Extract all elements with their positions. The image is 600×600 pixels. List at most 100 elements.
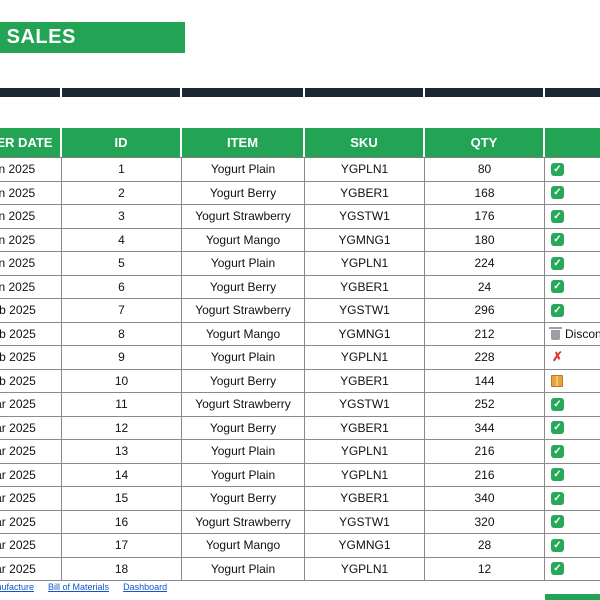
status-cell — [545, 252, 600, 275]
check-icon — [551, 468, 564, 482]
table-row: Feb 2025 10 Yogurt Berry YGBER1 144 — [0, 369, 600, 393]
tab-manufacture[interactable]: Manufacture — [0, 582, 35, 592]
table-row: Feb 2025 7 Yogurt Strawberry YGSTW1 296 — [0, 299, 600, 323]
id-cell: 9 — [62, 346, 182, 369]
table-row: Mar 2025 18 Yogurt Plain YGPLN1 12 — [0, 557, 600, 581]
qty-cell: 80 — [425, 158, 545, 181]
sku-cell: YGPLN1 — [305, 440, 425, 463]
sku-cell: YGSTW1 — [305, 205, 425, 228]
order-date-cell: Mar 2025 — [0, 557, 62, 580]
qty-cell: 176 — [425, 205, 545, 228]
id-cell: 12 — [62, 416, 182, 439]
item-cell: Yogurt Berry — [182, 487, 305, 510]
table-row: Jan 2025 6 Yogurt Berry YGBER1 24 — [0, 275, 600, 299]
order-date-cell: Jan 2025 — [0, 252, 62, 275]
check-icon — [551, 421, 564, 435]
status-cell — [545, 370, 600, 393]
summary-cell — [0, 88, 62, 97]
header-qty: QTY — [425, 128, 545, 157]
id-cell: 18 — [62, 557, 182, 580]
sku-cell: YGSTW1 — [305, 510, 425, 533]
status-cell — [545, 534, 600, 557]
id-cell: 13 — [62, 440, 182, 463]
check-icon — [551, 538, 564, 552]
status-cell — [545, 558, 600, 581]
summary-cell — [182, 88, 305, 97]
item-cell: Yogurt Plain — [182, 158, 305, 181]
item-cell: Yogurt Strawberry — [182, 510, 305, 533]
sku-cell: YGPLN1 — [305, 557, 425, 580]
id-cell: 16 — [62, 510, 182, 533]
id-cell: 7 — [62, 299, 182, 322]
table-row: Mar 2025 17 Yogurt Mango YGMNG1 28 — [0, 534, 600, 558]
status-cell — [545, 393, 600, 416]
sku-cell: YGPLN1 — [305, 158, 425, 181]
sku-cell: YGMNG1 — [305, 322, 425, 345]
id-cell: 2 — [62, 181, 182, 204]
header-item: ITEM — [182, 128, 305, 157]
table-row: Feb 2025 9 Yogurt Plain YGPLN1 228 — [0, 346, 600, 370]
header-order-date: ORDER DATE — [0, 128, 62, 157]
tab-dashboard[interactable]: Dashboard — [123, 582, 168, 592]
order-date-cell: Mar 2025 — [0, 534, 62, 557]
bottom-right-accent — [545, 594, 600, 600]
id-cell: 11 — [62, 393, 182, 416]
table-row: Mar 2025 15 Yogurt Berry YGBER1 340 — [0, 487, 600, 511]
qty-cell: 216 — [425, 440, 545, 463]
id-cell: 4 — [62, 228, 182, 251]
table-row: Jan 2025 3 Yogurt Strawberry YGSTW1 176 — [0, 205, 600, 229]
status-cell — [545, 464, 600, 487]
status-cell — [545, 417, 600, 440]
tab-bill-of-materials[interactable]: Bill of Materials — [48, 582, 110, 592]
order-date-cell: Mar 2025 — [0, 463, 62, 486]
id-cell: 15 — [62, 487, 182, 510]
qty-cell: 212 — [425, 322, 545, 345]
check-icon — [551, 186, 564, 200]
qty-cell: 228 — [425, 346, 545, 369]
sku-cell: YGSTW1 — [305, 393, 425, 416]
qty-cell: 12 — [425, 557, 545, 580]
order-date-cell: Jan 2025 — [0, 228, 62, 251]
table-row: Mar 2025 12 Yogurt Berry YGBER1 344 — [0, 416, 600, 440]
table-row: Mar 2025 11 Yogurt Strawberry YGSTW1 252 — [0, 393, 600, 417]
order-date-cell: Feb 2025 — [0, 369, 62, 392]
sku-cell: YGBER1 — [305, 487, 425, 510]
sku-cell: YGBER1 — [305, 369, 425, 392]
qty-cell: 168 — [425, 181, 545, 204]
qty-cell: 340 — [425, 487, 545, 510]
summary-cell — [305, 88, 425, 97]
table-row: Mar 2025 14 Yogurt Plain YGPLN1 216 — [0, 463, 600, 487]
sku-cell: YGBER1 — [305, 275, 425, 298]
id-cell: 6 — [62, 275, 182, 298]
qty-cell: 224 — [425, 252, 545, 275]
item-cell: Yogurt Plain — [182, 346, 305, 369]
sales-table: ORDER DATE ID ITEM SKU QTY Jan 2025 1 Yo… — [0, 128, 600, 581]
header-status — [545, 128, 600, 157]
status-cell: Discontinued — [545, 323, 600, 346]
table-header-row: ORDER DATE ID ITEM SKU QTY — [0, 128, 600, 158]
item-cell: Yogurt Strawberry — [182, 299, 305, 322]
item-cell: Yogurt Berry — [182, 275, 305, 298]
order-date-cell: Mar 2025 — [0, 510, 62, 533]
sku-cell: YGPLN1 — [305, 463, 425, 486]
item-cell: Yogurt Plain — [182, 440, 305, 463]
check-icon — [551, 444, 564, 458]
summary-strip — [0, 88, 600, 97]
status-cell — [545, 440, 600, 463]
status-cell — [545, 229, 600, 252]
check-icon — [551, 303, 564, 317]
status-label: Discontinued — [565, 326, 600, 341]
table-row: Mar 2025 16 Yogurt Strawberry YGSTW1 320 — [0, 510, 600, 534]
sku-cell: YGMNG1 — [305, 228, 425, 251]
table-row: Jan 2025 2 Yogurt Berry YGBER1 168 — [0, 181, 600, 205]
order-date-cell: Feb 2025 — [0, 322, 62, 345]
item-cell: Yogurt Strawberry — [182, 205, 305, 228]
id-cell: 14 — [62, 463, 182, 486]
id-cell: 17 — [62, 534, 182, 557]
qty-cell: 320 — [425, 510, 545, 533]
summary-cell — [62, 88, 182, 97]
status-cell — [545, 182, 600, 205]
status-cell — [545, 299, 600, 322]
check-icon — [551, 397, 564, 411]
sheet-title-banner: YOGURT SALES — [0, 22, 185, 53]
